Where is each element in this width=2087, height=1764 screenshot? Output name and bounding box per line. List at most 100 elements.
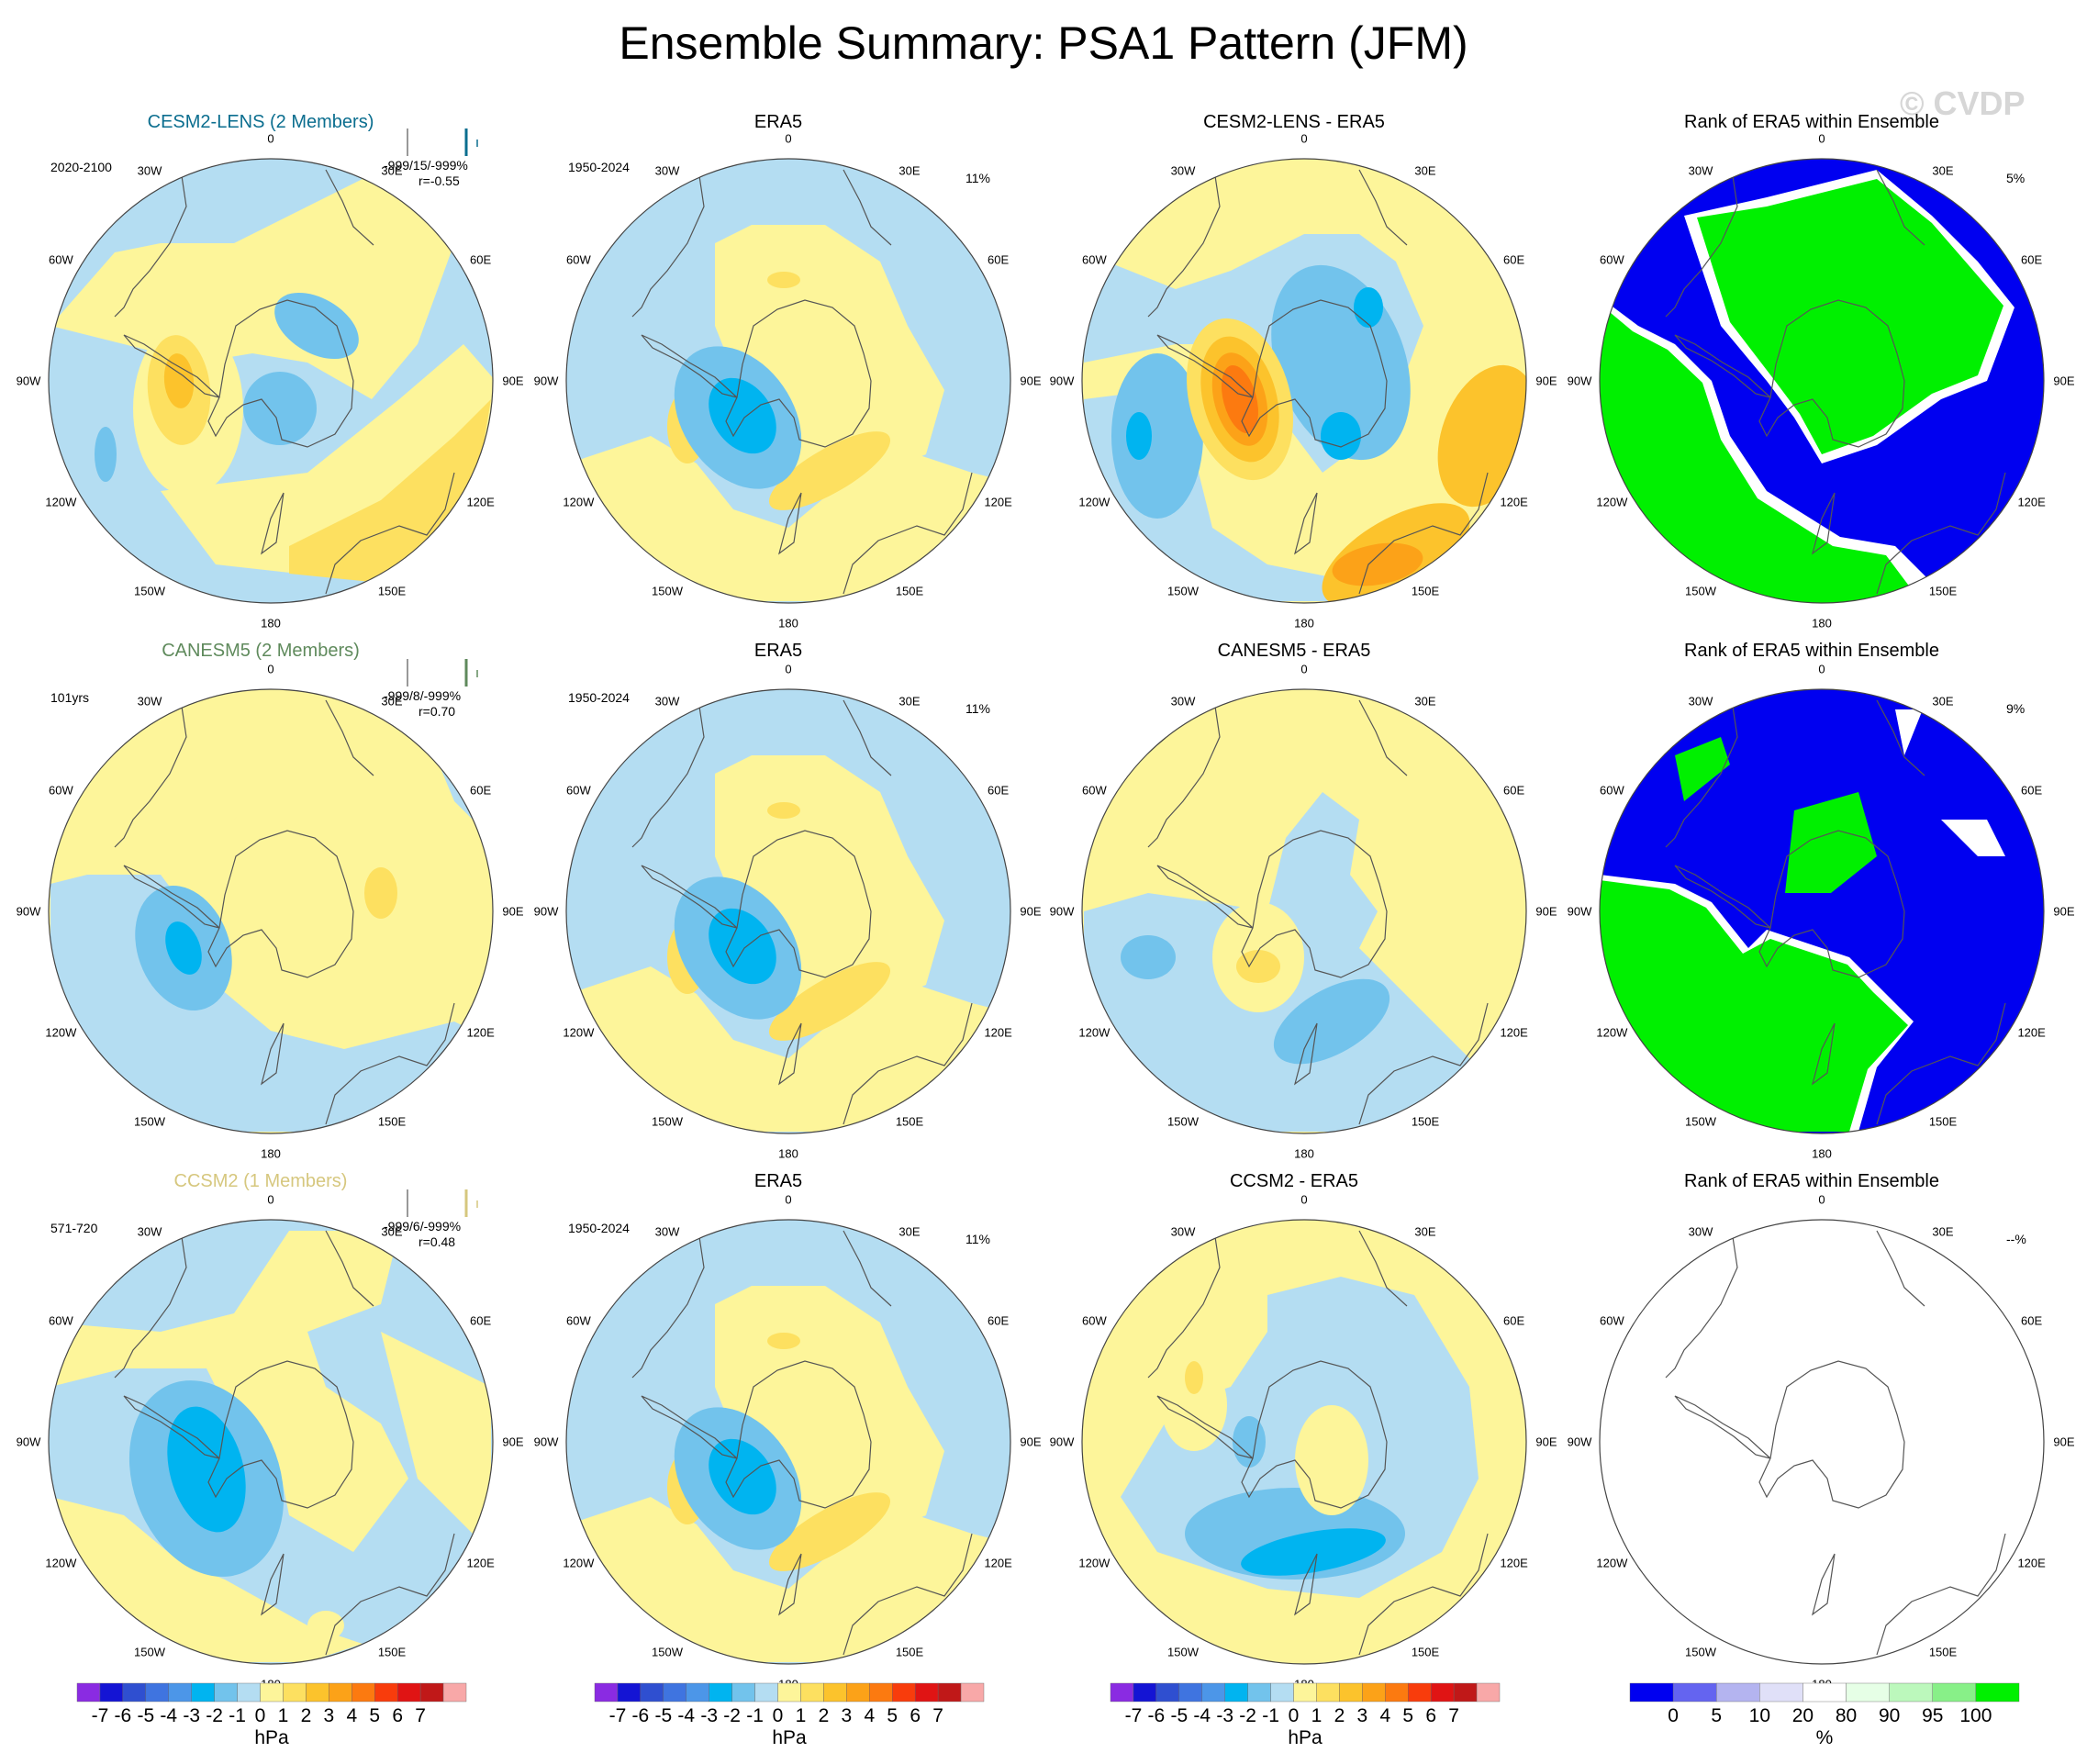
colorbar-box	[754, 1682, 778, 1703]
model-title: CCSM2 (1 Members)	[173, 1171, 348, 1191]
south-america-coastline	[631, 1230, 705, 1379]
obs-title: ERA5	[753, 641, 803, 661]
colorbar-box	[329, 1682, 352, 1703]
longitude-label: 30E	[898, 163, 921, 178]
colorbar-unit: hPa	[254, 1727, 289, 1748]
polar-map	[48, 158, 494, 604]
new-zealand-coastline	[260, 1553, 285, 1616]
colorbar-tick-label: 0	[772, 1705, 784, 1726]
colorbar-tick-label: -5	[137, 1705, 155, 1726]
panel-obs-row1: ERA5 1950-2024 11% 0 30E 60E 90E 120E 150E 180 150…	[518, 0, 1042, 631]
peninsula-coastline	[123, 1395, 220, 1459]
field-contours	[1600, 159, 2044, 603]
africa-coastline	[325, 169, 374, 246]
longitude-label: 30E	[1932, 163, 1954, 178]
colorbar-box	[1385, 1682, 1409, 1703]
longitude-label: 90E	[2053, 374, 2075, 388]
africa-coastline	[325, 699, 374, 776]
new-zealand-coastline	[777, 1553, 802, 1616]
colorbar-box	[869, 1682, 893, 1703]
longitude-label: 120W	[563, 1556, 595, 1570]
new-zealand-coastline	[1293, 492, 1318, 555]
colorbar-box	[1629, 1682, 1674, 1703]
new-zealand-coastline	[777, 1022, 802, 1086]
longitude-label: 90E	[502, 374, 524, 388]
field-contours	[566, 1220, 1010, 1664]
colorbar-box	[1247, 1682, 1271, 1703]
longitude-label: 150E	[895, 584, 924, 598]
colorbar-tick-label: 95	[1922, 1705, 1944, 1726]
longitude-label: 90W	[16, 1435, 41, 1449]
obs-period: 1950-2024	[568, 690, 630, 705]
longitude-label: 30E	[898, 694, 921, 709]
negative-region	[50, 691, 115, 774]
colorbar-tick-label: 3	[1356, 1705, 1368, 1726]
negative-region	[1084, 792, 1524, 1132]
longitude-label: 0	[267, 662, 274, 676]
colorbar-tick-label: -5	[1170, 1705, 1189, 1726]
australia-coastline	[843, 472, 973, 595]
polar-map	[1599, 158, 2045, 604]
south-america-coastline	[631, 699, 705, 848]
colorbar-box	[1339, 1682, 1363, 1703]
longitude-label: 30E	[1414, 1224, 1436, 1239]
longitude-label: 60E	[2021, 783, 2043, 798]
longitude-label: 120W	[45, 1556, 77, 1570]
colorbar-unit: %	[1815, 1727, 1834, 1748]
field-contours	[49, 1220, 493, 1664]
longitude-label: 180	[261, 616, 281, 631]
colorbar-box	[1453, 1682, 1478, 1703]
longitude-label: 60E	[1503, 783, 1525, 798]
longitude-label: 90W	[533, 1435, 559, 1449]
longitude-label: 150E	[1411, 584, 1440, 598]
positive-region	[568, 966, 1009, 1132]
map-boundary	[565, 1219, 1011, 1665]
australia-coastline	[1876, 1533, 2006, 1656]
australia-coastline	[325, 1533, 455, 1656]
panel-model-row2: CANESM5 (2 Members) 101yrs -999/8/-999% r=0…	[0, 530, 524, 1161]
obs-percent: 11%	[965, 171, 990, 185]
antarctica-coastline	[1758, 830, 1905, 978]
field-contours	[49, 689, 493, 1133]
longitude-label: 120W	[45, 1025, 77, 1040]
positive-region	[1236, 950, 1280, 983]
longitude-label: 0	[267, 1192, 274, 1207]
rank-title: Rank of ERA5 within Ensemble	[1684, 112, 1939, 132]
field-contours	[49, 159, 493, 603]
longitude-label: 60E	[988, 252, 1010, 267]
map-boundary	[1599, 1219, 2045, 1665]
positive-region	[568, 1497, 1009, 1662]
australia-coastline	[1876, 472, 2006, 595]
south-america-coastline	[114, 1230, 187, 1379]
colorbar-box	[731, 1682, 755, 1703]
colorbar-tick-label: 100	[1959, 1705, 1992, 1726]
longitude-label: 30W	[1170, 1224, 1196, 1239]
negative-region	[1121, 935, 1176, 979]
south-america-coastline	[1147, 1230, 1221, 1379]
map-boundary	[48, 1219, 494, 1665]
south-america-coastline	[1665, 1230, 1738, 1379]
rank-title: Rank of ERA5 within Ensemble	[1684, 641, 1939, 661]
longitude-label: 120E	[466, 1556, 495, 1570]
south-america-coastline	[1665, 169, 1738, 318]
negative-region	[95, 427, 117, 482]
longitude-label: 150W	[652, 1114, 683, 1129]
longitude-label: 30E	[381, 694, 403, 709]
new-zealand-coastline	[1811, 1553, 1836, 1616]
longitude-label: 150W	[652, 584, 683, 598]
longitude-label: 90E	[1535, 904, 1557, 919]
panel-model-row3: CCSM2 (1 Members) 571-720 -999/6/-999% r=0.…	[0, 1061, 524, 1691]
map-boundary	[565, 158, 1011, 604]
antarctica-coastline	[207, 830, 354, 978]
longitude-label: 180	[261, 1146, 281, 1161]
longitude-label: 90W	[1049, 374, 1075, 388]
colorbar-box	[1133, 1682, 1157, 1703]
colorbar-box	[709, 1682, 732, 1703]
antarctica-coastline	[725, 830, 872, 978]
colorbar-box	[960, 1682, 985, 1703]
colorbar-box	[1430, 1682, 1455, 1703]
colorbar-box	[823, 1682, 847, 1703]
colorbar-tick-label: 2	[818, 1705, 830, 1726]
colorbar-box	[1224, 1682, 1248, 1703]
